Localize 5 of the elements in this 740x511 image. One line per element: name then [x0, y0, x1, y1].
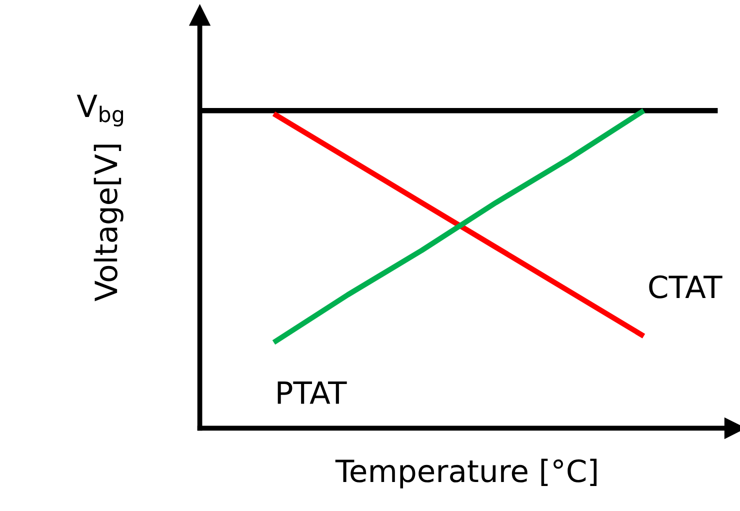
- series-label: CTAT: [649, 275, 722, 298]
- text: V$_{bg}$: [76, 94, 124, 126]
- series-label: PTAT: [278, 382, 347, 404]
- x-axis-title: Temperature [°C]: [335, 458, 597, 488]
- y-axis-title: Voltage[V]: [94, 144, 124, 302]
